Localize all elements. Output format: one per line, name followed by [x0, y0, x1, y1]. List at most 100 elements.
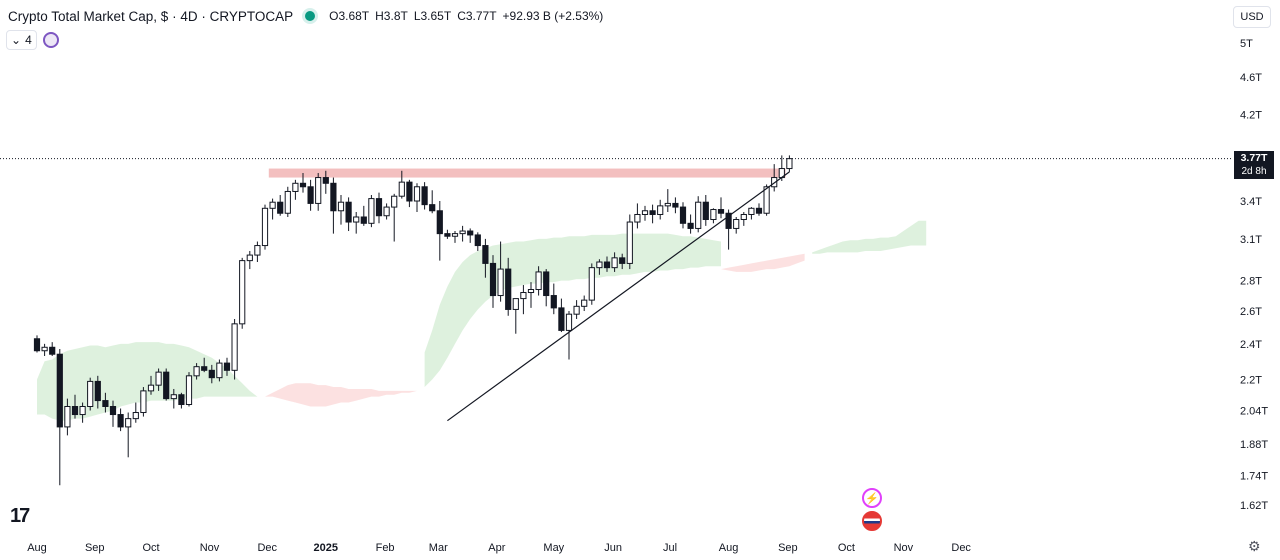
candle [261, 204, 269, 250]
candle [717, 197, 725, 219]
candle-body-down [375, 198, 383, 217]
candle [695, 196, 702, 233]
candle-body-up [193, 366, 200, 377]
symbol-title[interactable]: Crypto Total Market Cap, $ · 4D · CRYPTO… [8, 8, 294, 24]
candle [413, 183, 421, 213]
candle [155, 368, 162, 391]
candle [497, 241, 504, 302]
candles [33, 155, 793, 486]
indicators-toggle-button[interactable]: ⌄ 4 [6, 30, 37, 50]
candle-body-down [550, 295, 557, 309]
us-flag-event-icon[interactable] [862, 511, 882, 531]
candle-body-down [49, 346, 56, 355]
candle-body-down [649, 210, 656, 215]
candle-body-up [786, 158, 793, 170]
currency-button[interactable]: USD [1233, 6, 1271, 28]
candle [140, 387, 147, 417]
candle-body-down [603, 261, 611, 269]
tradingview-logo[interactable]: 17 [10, 505, 30, 528]
time-axis: Aug Sep Oct Nov Dec 2025 Feb Mar Apr May Jun Jul Aug… [27, 542, 971, 554]
market-status-icon [305, 11, 316, 21]
candle [315, 173, 322, 211]
candle-body-up [147, 384, 155, 392]
candle [193, 363, 200, 380]
candle-body-up [216, 362, 223, 379]
candle-body-down [345, 201, 352, 223]
candle-body-up [641, 210, 649, 215]
candle [710, 208, 717, 224]
candle-body-down [71, 406, 79, 416]
candle-body-up [292, 182, 299, 192]
candle-body-up [611, 257, 618, 269]
candle [657, 199, 664, 220]
candle [771, 164, 778, 192]
candle-body-up [185, 375, 193, 406]
time-tick-label: Apr [488, 542, 505, 554]
candle [284, 186, 291, 217]
time-tick-label: Sep [85, 542, 105, 554]
candle [611, 252, 618, 272]
candle-body-down [201, 366, 208, 371]
price-tick-label: 2.4T [1240, 339, 1262, 351]
time-tick-label: Sep [778, 542, 798, 554]
resistance-rect[interactable] [268, 168, 786, 178]
candle-body-down [56, 353, 63, 428]
candle [687, 214, 694, 234]
candle [254, 241, 261, 263]
candle [543, 269, 550, 307]
price-tick-label: 2.6T [1240, 306, 1262, 318]
candle [679, 202, 687, 229]
candle [763, 184, 770, 216]
candle-body-down [543, 271, 550, 297]
candle-body-up [740, 213, 747, 221]
candle-body-down [717, 209, 725, 214]
candle-body-down [360, 216, 367, 224]
time-tick-label: Jun [604, 542, 622, 554]
candle [87, 377, 94, 411]
candle [634, 203, 641, 229]
candle [330, 177, 337, 234]
candle-body-up [170, 394, 177, 400]
candle-body-down [277, 201, 284, 214]
candle [581, 295, 588, 312]
candle-body-down [322, 177, 329, 184]
ohlc-high: H3.8T [375, 9, 408, 23]
candle-body-down [406, 181, 413, 202]
candle-body-down [687, 222, 694, 229]
candle [558, 298, 565, 333]
candle [596, 259, 603, 275]
candle-body-up [634, 213, 641, 223]
candle-body-up [79, 406, 86, 416]
candle-body-up [398, 181, 405, 197]
candle-body-up [413, 186, 421, 202]
candle-body-up [626, 221, 633, 264]
price-tick-label: 1.62T [1240, 500, 1268, 512]
ohlc-low: L3.65T [413, 9, 452, 23]
candle [94, 375, 101, 409]
candle-body-up [573, 305, 580, 315]
time-tick-label: Aug [27, 542, 47, 554]
candle-body-up [140, 390, 147, 414]
candle-body-up [710, 209, 717, 221]
candle-body-down [467, 230, 474, 236]
support-trendline[interactable] [447, 171, 790, 422]
candle [444, 229, 451, 239]
candle [147, 375, 155, 395]
candle [467, 228, 474, 243]
candle [292, 179, 299, 200]
candle-body-down [505, 268, 512, 310]
candle [672, 197, 679, 214]
lightning-event-icon[interactable]: ⚡ [862, 488, 882, 508]
price-tick-label: 3.4T [1240, 196, 1262, 208]
time-tick-label: May [543, 542, 564, 554]
gear-icon[interactable]: ⚙ [1248, 538, 1261, 554]
candle [748, 207, 755, 220]
candle-body-down [672, 202, 679, 208]
sync-icon[interactable] [42, 32, 59, 48]
price-tick-label: 2.04T [1240, 406, 1268, 418]
candle-body-down [109, 406, 117, 416]
candle [299, 173, 307, 193]
candle-body-up [125, 418, 132, 428]
candle [201, 357, 208, 373]
